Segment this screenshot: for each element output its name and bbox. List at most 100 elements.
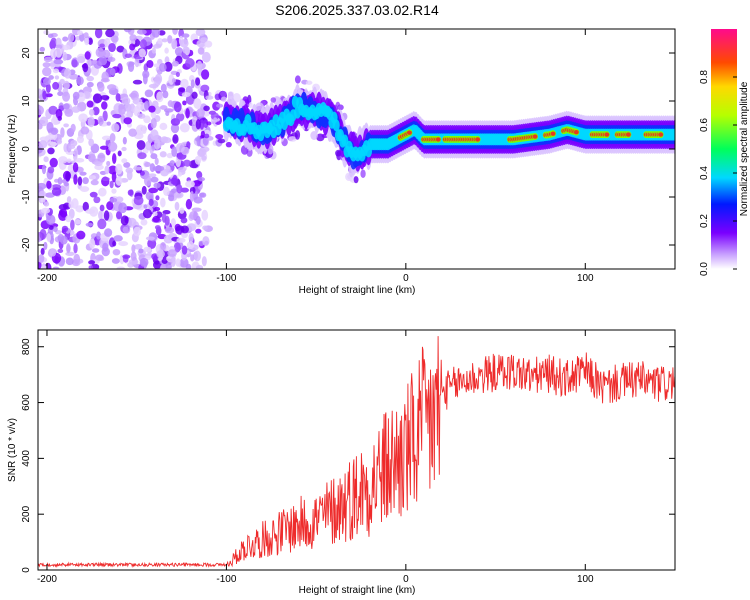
spectrogram-cell [131, 244, 136, 253]
spectrogram-cell [164, 47, 169, 54]
spectrogram-cell [144, 89, 154, 98]
spectrogram-cell [213, 117, 218, 124]
spectrogram-cell [205, 95, 214, 100]
spectrogram-cell [43, 156, 49, 163]
spectrogram-cell [102, 49, 111, 58]
spectrogram-cell [197, 149, 205, 158]
spectrogram-cell [73, 253, 81, 265]
spectrogram-cell [112, 153, 117, 164]
spectrogram-cell [625, 132, 631, 137]
spectrogram-cell [108, 43, 116, 53]
spectrogram-cell [107, 141, 118, 152]
spectrogram-cell [203, 119, 209, 129]
spectrogram-cell [65, 251, 75, 256]
spectrogram-cell [75, 158, 85, 163]
spectrogram-cell [160, 83, 167, 93]
spectrogram-cell [142, 73, 148, 85]
spectrogram-cell [406, 130, 412, 135]
spectrogram-cell [88, 260, 96, 265]
spectrogram-cell [310, 131, 318, 140]
spectrogram-x-tick-label: -100 [216, 273, 236, 284]
spectrogram-cell [121, 158, 128, 164]
spectrogram-cell [204, 40, 213, 48]
spectrogram-y-tick-label: 10 [21, 95, 32, 107]
spectrogram-cell [58, 156, 68, 164]
spectrogram-cell [195, 264, 204, 269]
spectrogram-cell [122, 254, 131, 259]
spectrogram-cell [49, 248, 57, 257]
spectrogram-cell [62, 91, 71, 102]
spectrogram-cell [107, 56, 116, 63]
spectrogram-cell [68, 201, 74, 209]
spectrogram-cell [39, 136, 50, 142]
spectrogram-cell [90, 143, 100, 154]
spectrogram-cell [305, 80, 313, 85]
spectrogram-cell [97, 115, 105, 125]
spectrogram-cell [89, 191, 98, 198]
spectrogram-cell [152, 211, 158, 217]
spectrogram-cell [124, 53, 133, 58]
spectrogram-cell [48, 75, 54, 80]
snr-y-tick-label: 600 [21, 394, 32, 411]
spectrogram-cell [43, 201, 50, 207]
spectrogram-cell [120, 215, 129, 226]
spectrogram-cell [48, 225, 54, 230]
spectrogram-cell [98, 210, 103, 220]
spectrogram-y-tick-label: -20 [21, 237, 32, 252]
spectrogram-cell [133, 166, 143, 171]
spectrogram-cell [77, 176, 83, 186]
spectrogram-cell [108, 165, 118, 175]
spectrogram-cell [89, 175, 97, 180]
spectrogram-cell [41, 164, 47, 175]
spectrogram-cell [170, 123, 180, 134]
spectrogram-cell [155, 195, 160, 201]
spectrogram-cell [183, 159, 191, 167]
spectrogram-cell [201, 51, 211, 63]
spectrogram-cell [52, 266, 60, 269]
spectrogram-cell [152, 215, 161, 223]
spectrogram-cell [128, 258, 139, 265]
colorbar-label: Normalized spectral amplitude [739, 81, 750, 216]
spectrogram-cell [46, 180, 52, 189]
spectrogram-cell [43, 241, 48, 250]
spectrogram-cell [177, 172, 183, 177]
spectrogram-cell [185, 58, 195, 68]
spectrogram-cell [73, 148, 79, 157]
spectrogram-cell [172, 29, 178, 35]
spectrogram-cell [50, 37, 58, 49]
spectrogram-cell [210, 112, 219, 121]
spectrogram-cell [171, 38, 178, 50]
spectrogram-cell [126, 169, 133, 181]
spectrogram-cell [179, 257, 189, 268]
spectrogram-cell [110, 68, 116, 76]
spectrogram-cell [177, 167, 187, 173]
spectrogram-cell [158, 62, 167, 72]
spectrogram-cell [137, 152, 147, 160]
spectrogram-cell [38, 254, 45, 263]
spectrogram-cell [189, 191, 195, 202]
spectrogram-cell [206, 121, 212, 126]
spectrogram-cell [170, 256, 176, 268]
spectrogram-cell [111, 171, 117, 183]
spectrogram-cell [167, 100, 174, 108]
spectrogram-cell [65, 257, 74, 266]
spectrogram-cell [66, 243, 71, 254]
spectrogram-cell [122, 136, 127, 145]
spectrogram-cell [169, 160, 176, 167]
spectrogram-cell [475, 137, 481, 142]
spectrogram-cell [203, 105, 210, 112]
spectrogram-cell [199, 192, 207, 198]
spectrogram-cell [604, 132, 610, 137]
spectrogram-cell [138, 48, 146, 58]
spectrogram-cell [435, 137, 441, 142]
spectrogram-cell [163, 234, 173, 244]
spectrogram-cell [178, 87, 186, 93]
snr-x-axis-label: Height of straight line (km) [299, 585, 416, 596]
spectrogram-cell [216, 103, 224, 108]
spectrogram-cell [164, 215, 170, 226]
spectrogram-cell [48, 105, 58, 115]
spectrogram-cell [267, 144, 274, 155]
spectrogram-cell [109, 180, 114, 189]
spectrogram-cell [111, 258, 120, 264]
spectrogram-cell [122, 226, 129, 234]
